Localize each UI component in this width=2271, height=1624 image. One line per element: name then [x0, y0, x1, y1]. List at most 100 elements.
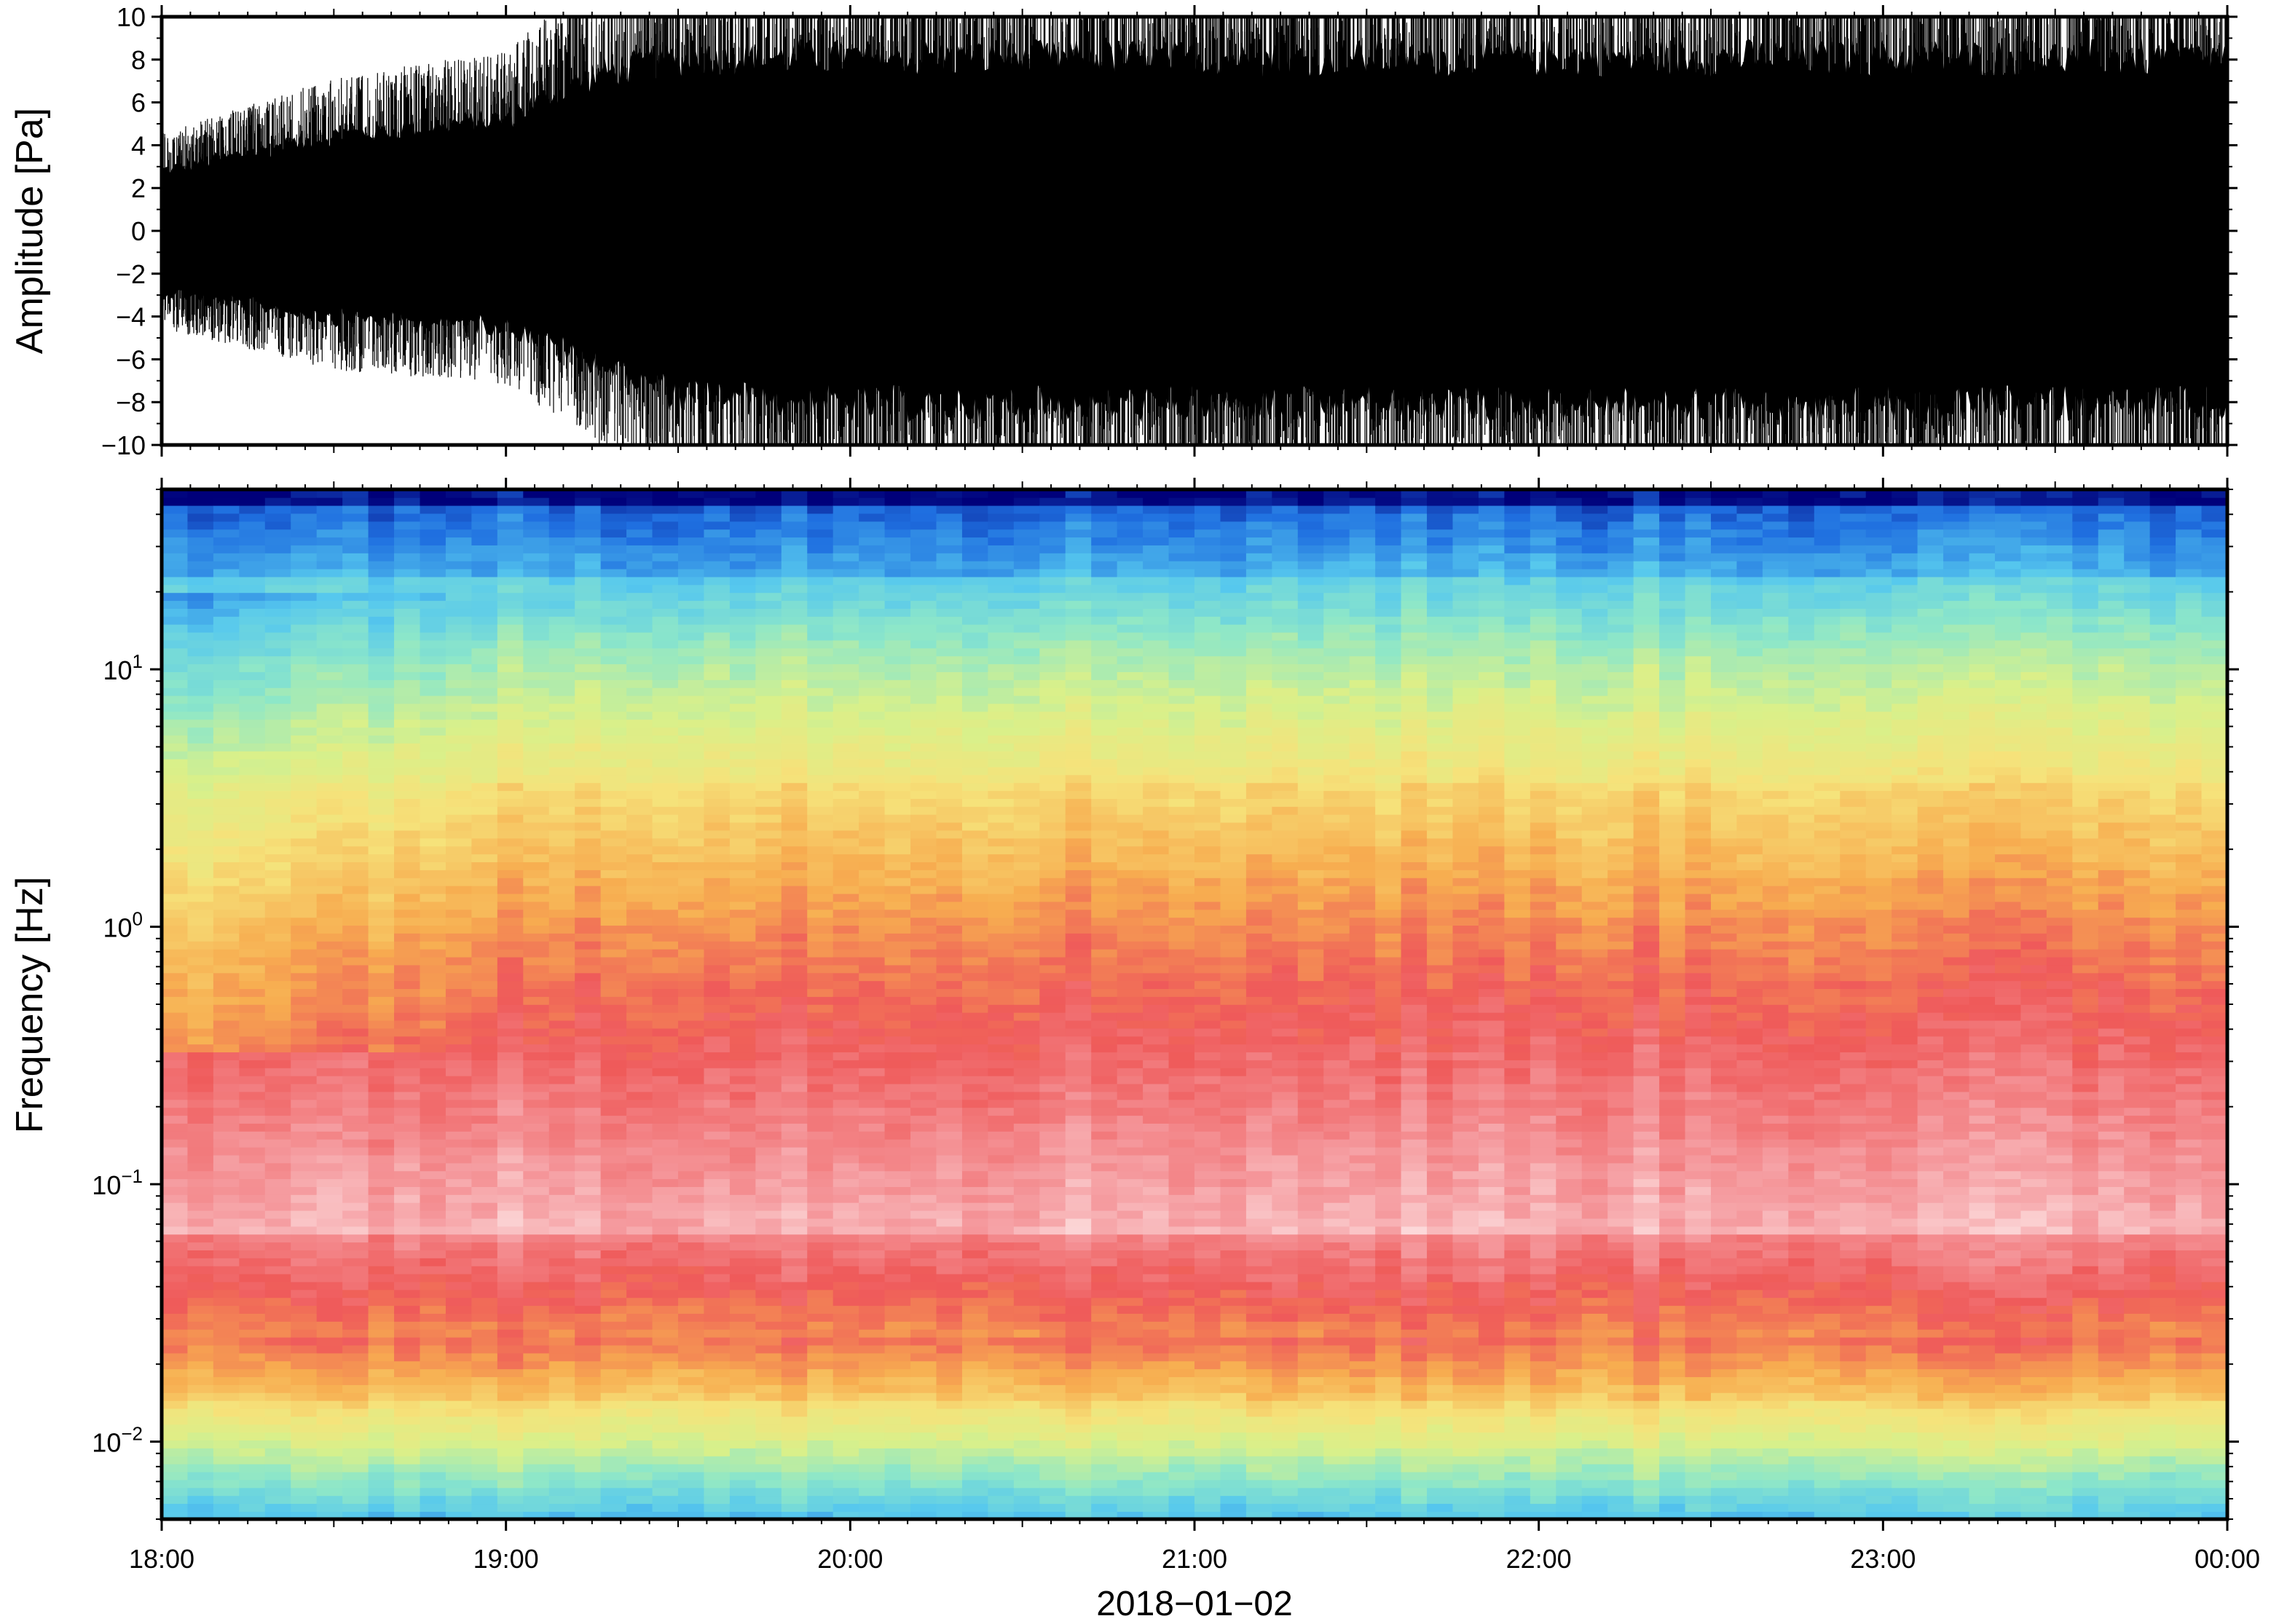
spectrogram-cell — [575, 663, 602, 672]
spectrogram-cells — [162, 489, 2227, 1519]
spectrogram-cell — [704, 529, 731, 538]
spectrogram-cell — [729, 568, 757, 578]
spectrogram-cell — [961, 1416, 989, 1425]
spectrogram-cell — [755, 560, 782, 569]
spectrogram-cell — [1091, 1392, 1118, 1401]
spectrogram-cell — [187, 1060, 214, 1068]
spectrogram-cell — [807, 948, 834, 958]
spectrogram-cell — [988, 1352, 1015, 1362]
spectrogram-cell — [1013, 1273, 1041, 1282]
spectrogram-cell — [575, 639, 602, 649]
spectrogram-cell — [497, 1495, 524, 1505]
spectrogram-cell — [368, 1234, 395, 1243]
spectrogram-cell — [600, 616, 627, 625]
spectrogram-cell — [961, 529, 989, 538]
spectrogram-cell — [239, 1432, 266, 1441]
spectrogram-cell — [781, 1083, 808, 1092]
spectrogram-cell — [755, 1218, 782, 1227]
spectrogram-cell — [1091, 1400, 1118, 1409]
spectrogram-cell — [445, 1479, 473, 1489]
spectrogram-cell — [316, 1368, 343, 1378]
spectrogram-cell — [626, 1004, 653, 1013]
spectrogram-cell — [652, 1178, 679, 1187]
spectrogram-cell — [910, 1107, 937, 1116]
spectrogram-cell — [884, 1495, 911, 1505]
spectrogram-cell — [1039, 790, 1066, 799]
spectrogram-cell — [1091, 1424, 1118, 1433]
spectrogram-cell — [187, 1194, 214, 1203]
spectrogram-cell — [420, 592, 446, 602]
spectrogram-cell — [394, 1281, 421, 1290]
spectrogram-cell — [291, 854, 318, 863]
spectrogram-cell — [884, 1313, 911, 1322]
spectrogram-cell — [342, 576, 369, 586]
spectrogram-cell — [988, 1012, 1015, 1021]
spectrogram-cell — [961, 1408, 989, 1417]
spectrogram-cell — [600, 988, 627, 997]
spectrogram-cell — [1039, 837, 1066, 847]
spectrogram-cell — [445, 1265, 473, 1274]
spectrogram-cell — [187, 1131, 214, 1140]
spectrogram-cell — [162, 917, 189, 926]
spectrogram-cell — [497, 1440, 524, 1448]
spectrogram-cell — [342, 1115, 369, 1124]
spectrogram-cell — [213, 553, 240, 561]
spectrogram-cell — [471, 1503, 498, 1512]
spectrogram-cell — [729, 758, 757, 768]
spectrogram-cell — [291, 1463, 318, 1473]
spectrogram-cell — [910, 1226, 937, 1235]
spectrogram-cell — [471, 671, 498, 680]
spectrogram-cell — [264, 711, 292, 720]
spectrogram-cell — [548, 743, 575, 752]
spectrogram-cell — [316, 806, 343, 815]
spectrogram-cell — [678, 521, 705, 530]
spectrogram-cell — [187, 623, 214, 633]
spectrogram-cell — [523, 711, 550, 720]
spectrogram-cell — [626, 1487, 653, 1497]
spectrogram-cell — [781, 1242, 808, 1250]
spectrogram-cell — [239, 1495, 266, 1505]
spectrogram-cell — [988, 647, 1015, 657]
spectrogram-cell — [445, 489, 473, 498]
spectrogram-cell — [394, 616, 421, 625]
spectrogram-cell — [213, 592, 240, 602]
spectrogram-cell — [342, 655, 369, 665]
spectrogram-cell — [678, 576, 705, 586]
spectrogram-cell — [368, 813, 395, 823]
spectrogram-cell — [264, 679, 292, 688]
spectrogram-cell — [988, 584, 1015, 594]
spectrogram-cell — [1039, 631, 1066, 641]
spectrogram-cell — [652, 1416, 679, 1425]
spectrogram-cell — [575, 1281, 602, 1290]
spectrogram-cell — [807, 1400, 834, 1409]
spectrogram-cell — [910, 1091, 937, 1100]
spectrogram-cell — [988, 1004, 1015, 1013]
spectrogram-cell — [910, 1178, 937, 1187]
spectrogram-cell — [626, 584, 653, 594]
spectrogram-cell — [394, 671, 421, 680]
spectrogram-cell — [291, 679, 318, 688]
spectrogram-cell — [600, 727, 627, 736]
spectrogram-cell — [471, 1376, 498, 1385]
spectrogram-cell — [910, 671, 937, 680]
waveform-y-tick-label: 10 — [117, 2, 146, 32]
spectrogram-cell — [988, 1400, 1015, 1409]
spectrogram-cell — [497, 1162, 524, 1172]
spectrogram-cell — [729, 1218, 757, 1227]
spectrogram-cell — [936, 798, 963, 807]
spectrogram-cell — [1091, 988, 1118, 997]
spectrogram-cell — [600, 1202, 627, 1211]
spectrogram-cell — [936, 1463, 963, 1473]
spectrogram-cell — [1065, 1138, 1092, 1148]
spectrogram-cell — [368, 750, 395, 760]
spectrogram-cell — [445, 655, 473, 665]
spectrogram-cell — [162, 655, 189, 665]
spectrogram-cell — [420, 1408, 446, 1417]
spectrogram-cell — [368, 1424, 395, 1433]
spectrogram-cell — [704, 1297, 731, 1306]
spectrogram-cell — [264, 1234, 292, 1243]
spectrogram-cell — [575, 671, 602, 680]
spectrogram-cell — [781, 1131, 808, 1140]
spectrogram-cell — [1091, 854, 1118, 863]
spectrogram-cell — [961, 1495, 989, 1505]
